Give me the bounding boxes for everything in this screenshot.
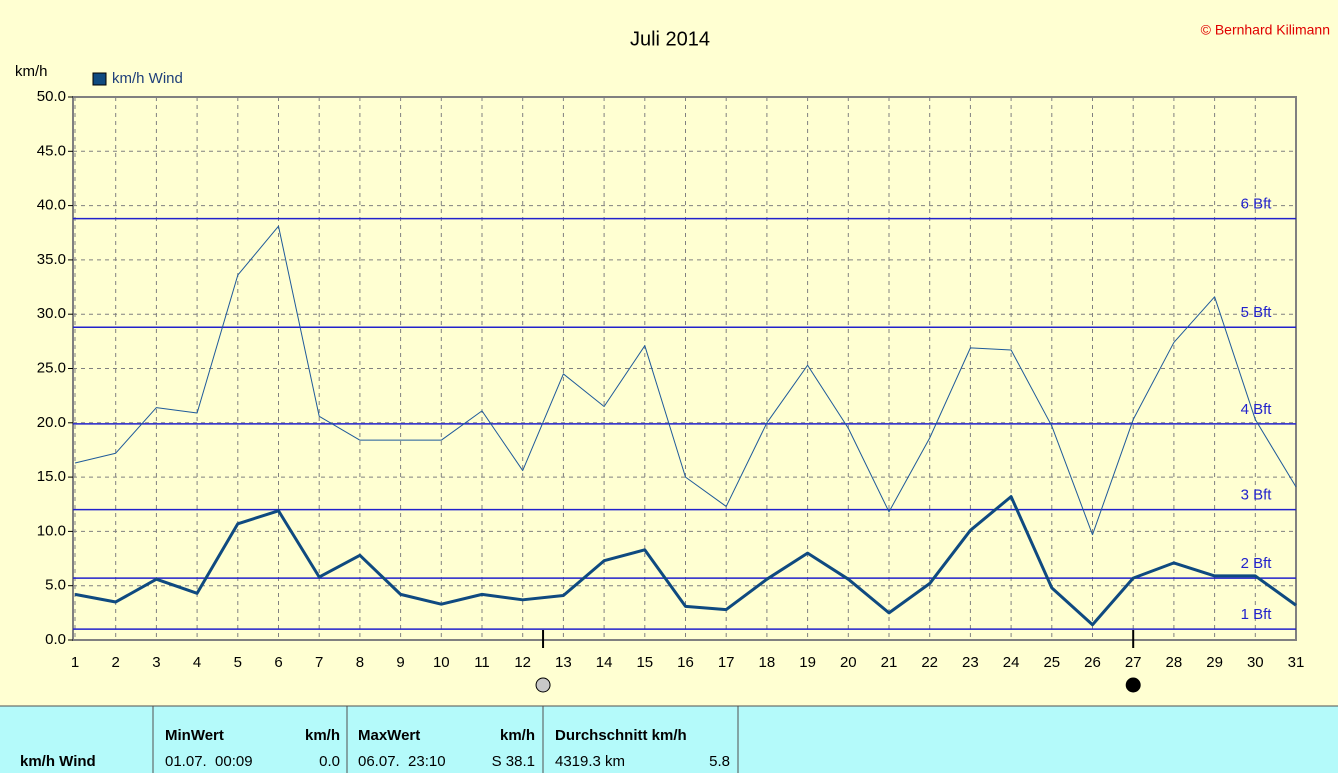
bft-label: 4 Bft <box>1241 401 1273 418</box>
x-tick-label: 14 <box>596 654 613 671</box>
table-cell: 4319.3 km <box>555 753 625 770</box>
table-cell: 0.0 <box>319 753 340 770</box>
table-unit: km/h <box>500 727 535 744</box>
y-axis-label: km/h <box>15 63 48 80</box>
legend-label: km/h Wind <box>112 70 183 87</box>
x-tick-label: 25 <box>1043 654 1060 671</box>
y-tick-label: 15.0 <box>37 468 66 485</box>
table-row-label: km/h Wind <box>20 753 96 770</box>
x-tick-label: 3 <box>152 654 160 671</box>
series-line <box>74 225 1297 536</box>
x-tick-label: 20 <box>840 654 857 671</box>
table-header: MinWert <box>165 727 224 744</box>
table-cell: 5.8 <box>709 753 730 770</box>
table-lines <box>0 705 1338 773</box>
x-tick-label: 5 <box>234 654 242 671</box>
table-cell: 01.07. 00:09 <box>165 753 253 770</box>
x-tick-label: 2 <box>112 654 120 671</box>
bft-label: 2 Bft <box>1241 555 1273 572</box>
y-tick-label: 45.0 <box>37 142 66 159</box>
y-tick-label: 10.0 <box>37 522 66 539</box>
x-tick-label: 6 <box>274 654 282 671</box>
series-line <box>74 495 1297 627</box>
y-tick-label: 25.0 <box>37 359 66 376</box>
table-header: Durchschnitt km/h <box>555 727 687 744</box>
bft-label: 5 Bft <box>1241 304 1273 321</box>
table-background <box>0 706 1338 773</box>
moon-marker <box>535 677 551 693</box>
x-tick-label: 31 <box>1288 654 1305 671</box>
copyright: © Bernhard Kilimann <box>1201 22 1330 38</box>
x-tick-label: 30 <box>1247 654 1264 671</box>
y-tick-label: 20.0 <box>37 414 66 431</box>
x-tick-label: 1 <box>71 654 79 671</box>
x-tick-label: 29 <box>1206 654 1223 671</box>
x-tick-label: 9 <box>396 654 404 671</box>
x-tick-label: 17 <box>718 654 735 671</box>
y-tick-label: 30.0 <box>37 305 66 322</box>
y-tick-label: 35.0 <box>37 251 66 268</box>
x-tick-label: 21 <box>881 654 898 671</box>
bft-label: 1 Bft <box>1241 606 1273 623</box>
x-tick-label: 16 <box>677 654 694 671</box>
x-tick-label: 24 <box>1003 654 1020 671</box>
x-tick-label: 19 <box>799 654 816 671</box>
x-tick-label: 10 <box>433 654 450 671</box>
y-tick-label: 50.0 <box>37 88 66 105</box>
x-tick-label: 15 <box>636 654 653 671</box>
x-tick-label: 18 <box>759 654 776 671</box>
y-tick-label: 5.0 <box>45 577 66 594</box>
legend-swatch <box>92 72 107 86</box>
table-cell: S 38.1 <box>492 753 535 770</box>
x-tick-label: 7 <box>315 654 323 671</box>
x-tick-label: 23 <box>962 654 979 671</box>
x-tick-label: 11 <box>474 654 490 671</box>
x-tick-label: 4 <box>193 654 201 671</box>
table-cell: 06.07. 23:10 <box>358 753 446 770</box>
table-unit: km/h <box>305 727 340 744</box>
bft-label: 6 Bft <box>1241 196 1273 213</box>
x-tick-label: 13 <box>555 654 572 671</box>
y-tick-label: 0.0 <box>45 631 66 648</box>
table-header: MaxWert <box>358 727 420 744</box>
moon-marker <box>1125 677 1141 693</box>
y-tick-label: 40.0 <box>37 197 66 214</box>
x-tick-label: 8 <box>356 654 364 671</box>
chart-title: Juli 2014 <box>630 28 710 50</box>
bft-label: 3 Bft <box>1241 487 1273 504</box>
x-tick-label: 12 <box>514 654 531 671</box>
x-tick-label: 27 <box>1125 654 1142 671</box>
x-tick-label: 22 <box>921 654 938 671</box>
x-tick-label: 28 <box>1166 654 1183 671</box>
x-tick-label: 26 <box>1084 654 1101 671</box>
